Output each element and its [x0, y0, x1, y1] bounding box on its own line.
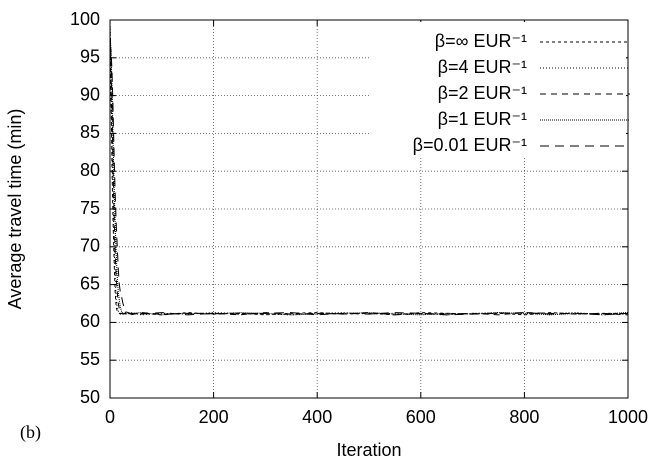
y-tick-label: 80 [80, 160, 100, 180]
y-tick-label: 65 [80, 273, 100, 293]
y-axis-label: Average travel time (min) [5, 109, 25, 310]
legend-box [370, 22, 626, 158]
legend-label: β=∞ EUR⁻¹ [435, 31, 527, 51]
y-tick-label: 90 [80, 84, 100, 104]
x-tick-label: 200 [199, 407, 229, 427]
y-tick-label: 85 [80, 122, 100, 142]
y-tick-label: 75 [80, 198, 100, 218]
x-tick-label: 0 [105, 407, 115, 427]
y-tick-label: 100 [70, 9, 100, 29]
plot-frame [109, 19, 629, 399]
legend-label: β=0.01 EUR⁻¹ [413, 135, 527, 155]
legend-label: β=1 EUR⁻¹ [438, 109, 527, 129]
series-line [109, 19, 628, 316]
x-tick-label: 800 [509, 407, 539, 427]
y-tick-label: 55 [80, 349, 100, 369]
y-tick-label: 95 [80, 47, 100, 67]
series-line [109, 42, 629, 316]
x-tick-label: 1000 [608, 407, 648, 427]
legend-label: β=4 EUR⁻¹ [438, 57, 527, 77]
x-tick-label: 400 [302, 407, 332, 427]
y-tick-label: 50 [80, 387, 100, 407]
annotation: (b) [20, 422, 41, 443]
legend-label: β=2 EUR⁻¹ [438, 83, 527, 103]
series-line [109, 35, 629, 316]
y-tick-label: 70 [80, 236, 100, 256]
x-tick-label: 600 [406, 407, 436, 427]
y-tick-label: 60 [80, 311, 100, 331]
x-axis-label: Iteration [336, 440, 401, 460]
